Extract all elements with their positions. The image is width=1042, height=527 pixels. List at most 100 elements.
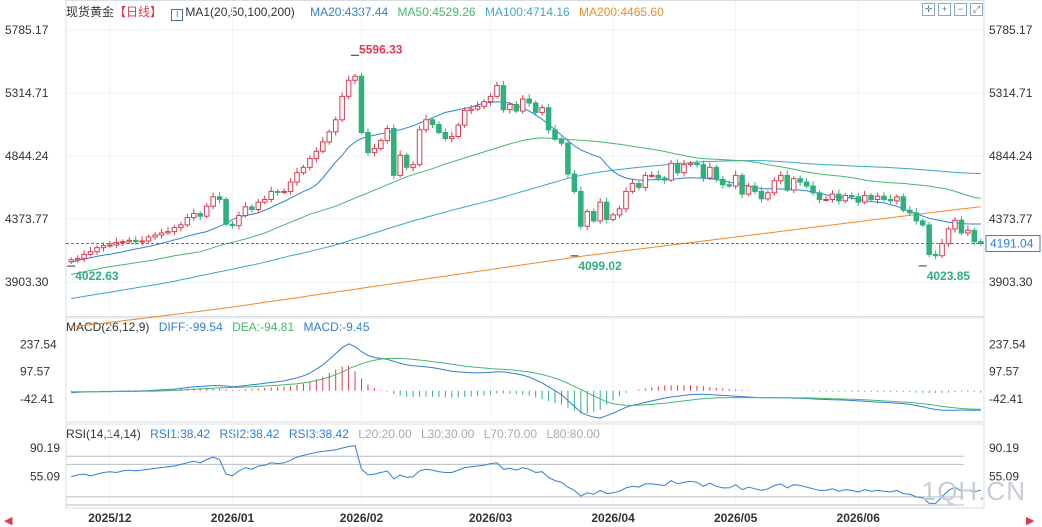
candle-body <box>945 228 952 245</box>
price-tick-label-right: 4844.24 <box>989 149 1033 163</box>
candle-body <box>94 247 100 253</box>
candle-body <box>397 154 403 176</box>
candle-body <box>958 219 965 234</box>
candle-body <box>255 201 262 211</box>
candle-body <box>868 194 874 200</box>
rsi-tick-label-right: 55.09 <box>989 469 1019 483</box>
zoom-in-icon[interactable]: + <box>938 3 951 16</box>
rsi2-value: RSI2:38.42 <box>219 427 280 441</box>
candle-body <box>674 162 681 174</box>
zoom-out-icon[interactable]: − <box>954 3 967 16</box>
macd-tick-label-left: 237.54 <box>20 337 57 351</box>
candle-body <box>507 103 513 111</box>
candle-body <box>423 119 429 131</box>
candle-body <box>68 259 74 263</box>
candle-body <box>494 85 500 97</box>
candle-body <box>765 192 771 200</box>
price-tick-label-left: 5314.71 <box>5 86 49 100</box>
macd-diff-line <box>71 343 981 419</box>
candle-body <box>410 164 416 168</box>
instrument-title: 现货黄金 <box>66 5 115 19</box>
candle-body <box>429 119 436 125</box>
candle-body <box>861 194 868 203</box>
macd-tick-label-left: 97.57 <box>20 365 50 379</box>
candle-body <box>978 241 984 245</box>
fullscreen-icon[interactable]: ⤢ <box>970 3 983 16</box>
candle-body <box>455 124 462 138</box>
candle-body <box>739 174 745 195</box>
macd-dea-line <box>71 357 981 410</box>
candle-body <box>332 119 339 133</box>
candle-body <box>358 75 365 134</box>
candle-body <box>74 257 81 261</box>
crosshair-icon[interactable]: ✛ <box>922 3 935 16</box>
ma50-line <box>71 137 981 275</box>
candle-body <box>229 223 236 227</box>
ma-toggle-icon[interactable]: ⌇ <box>171 9 184 21</box>
candle-body <box>597 201 603 222</box>
candle-body <box>700 164 707 179</box>
candle-body <box>320 141 326 152</box>
extreme-label: 4099.02 <box>578 259 622 273</box>
macd-panel-frame <box>65 317 985 423</box>
candle-body <box>120 241 126 244</box>
candle-body <box>771 180 778 194</box>
ma20-line <box>71 101 981 263</box>
ma50-value: MA50:4529.26 <box>397 5 476 19</box>
candle-body <box>178 224 184 229</box>
time-tick-label: 2026/02 <box>340 511 384 525</box>
candle-body <box>242 206 249 217</box>
price-panel-frame <box>65 0 985 317</box>
candle-body <box>687 162 694 166</box>
rsi-line <box>71 445 981 504</box>
candle-body <box>352 75 358 81</box>
price-tick-label-right: 5314.71 <box>989 86 1033 100</box>
rsi-panel-frame <box>65 423 985 509</box>
current-price-label: 4191.04 <box>990 237 1034 251</box>
candle-body <box>532 102 539 113</box>
candle-body <box>403 154 410 168</box>
candle-body <box>681 164 687 174</box>
time-tick-label: 2026/05 <box>714 511 758 525</box>
macd-tick-label-left: -42.41 <box>20 392 54 406</box>
candle-body <box>249 206 255 211</box>
ma-indicator-label: ⌇ MA1(20,50,100,200) <box>171 5 304 21</box>
candle-body <box>694 162 700 166</box>
candle-body <box>210 196 216 207</box>
candle-body <box>726 184 732 187</box>
candle-body <box>610 214 616 221</box>
ma200-line <box>71 206 981 328</box>
time-tick-label: 2026/01 <box>211 511 255 525</box>
candle-body <box>449 136 455 140</box>
candle-body <box>855 196 861 203</box>
candle-body <box>261 198 268 203</box>
macd-tick-label-right: 97.57 <box>989 365 1019 379</box>
candle-body <box>932 253 939 257</box>
candle-body <box>668 162 674 181</box>
candle-body <box>294 172 300 183</box>
candle-body <box>790 178 797 191</box>
candle-body <box>649 174 655 177</box>
candle-body <box>849 194 855 198</box>
macd-dea-value: DEA:-94.81 <box>232 320 295 334</box>
candle-body <box>371 148 378 154</box>
candle-body <box>487 95 494 103</box>
period-label[interactable]: 【日线】 <box>114 5 163 19</box>
candle-body <box>436 123 442 134</box>
candle-body <box>797 178 803 183</box>
time-tick-label: 2026/04 <box>591 511 635 525</box>
candle-body <box>526 98 532 104</box>
ma200-value: MA200:4465.60 <box>579 5 664 19</box>
candle-body <box>268 190 274 200</box>
extreme-label: 4023.85 <box>927 269 971 283</box>
time-tick-label: 2026/06 <box>837 511 881 525</box>
candle-body <box>139 240 145 243</box>
rsi-l70-value: L70:70.00 <box>483 427 538 441</box>
candle-body <box>223 198 229 225</box>
candle-body <box>81 253 87 259</box>
price-tick-label-left: 4844.24 <box>5 149 49 163</box>
candle-body <box>107 244 113 247</box>
candle-body <box>939 243 945 257</box>
candle-body <box>191 213 197 219</box>
